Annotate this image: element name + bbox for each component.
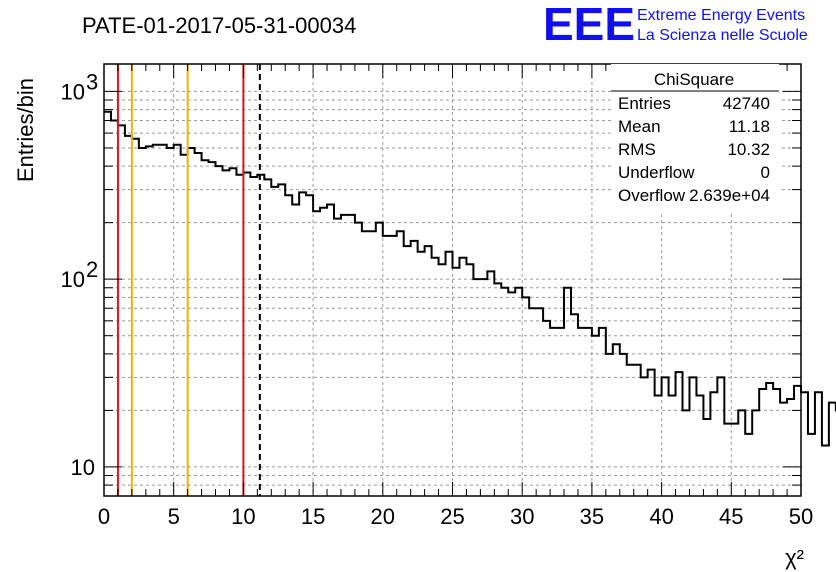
- x-tick-label: 45: [719, 504, 743, 529]
- x-tick-label: 30: [510, 504, 534, 529]
- y-tick-exponent: 2: [86, 257, 98, 282]
- x-tick-label: 0: [98, 504, 110, 529]
- eee-logo: EEE Extreme Energy Events La Scienza nel…: [543, 0, 808, 50]
- y-tick-label: 10: [71, 455, 95, 480]
- y-axis-title: Entries/bin: [13, 78, 38, 182]
- stats-rows: Entries 42740 Mean 11.18 RMS 10.32 Underflow 0 O…: [618, 94, 770, 205]
- logo-line-1: Extreme Energy Events: [637, 7, 805, 24]
- x-tick-label: 5: [168, 504, 180, 529]
- histogram-line: [104, 110, 836, 447]
- logo-mark: EEE: [543, 0, 635, 50]
- histogram-series: [104, 110, 836, 447]
- stats-label: Entries: [618, 94, 671, 113]
- stats-label: RMS: [618, 140, 656, 159]
- y-tick-exponent: 3: [86, 69, 98, 94]
- x-tick-label: 40: [649, 504, 673, 529]
- x-tick-label: 50: [789, 504, 813, 529]
- stats-label: Underflow: [618, 163, 695, 182]
- stats-box-background: [611, 64, 779, 212]
- stats-value: 10.32: [727, 140, 770, 159]
- x-tick-label: 35: [580, 504, 604, 529]
- stats-label: Mean: [618, 117, 661, 136]
- stats-box: ChiSquare Entries 42740 Mean 11.18 RMS 10.32 U…: [611, 64, 779, 212]
- x-tick-label: 20: [371, 504, 395, 529]
- stats-value: 2.639e+04: [689, 186, 770, 205]
- axis-ticks: [103, 64, 802, 497]
- marker-lines: [116, 64, 261, 496]
- stats-value: 11.18: [729, 117, 770, 136]
- y-tick-label: 10: [61, 267, 85, 292]
- stats-title: ChiSquare: [654, 70, 734, 89]
- stats-label: Overflow: [618, 186, 686, 205]
- y-tick-label: 10: [61, 79, 85, 104]
- stats-value: 0: [761, 163, 770, 182]
- logo-line-2: La Scienza nelle Scuole: [637, 27, 808, 44]
- stats-value: 42740: [723, 94, 770, 113]
- chart-title: PATE-01-2017-05-31-00034: [82, 13, 356, 38]
- x-tick-label: 15: [301, 504, 325, 529]
- x-tick-label: 10: [231, 504, 255, 529]
- x-axis-title: χ²: [785, 545, 804, 570]
- x-tick-label: 25: [440, 504, 464, 529]
